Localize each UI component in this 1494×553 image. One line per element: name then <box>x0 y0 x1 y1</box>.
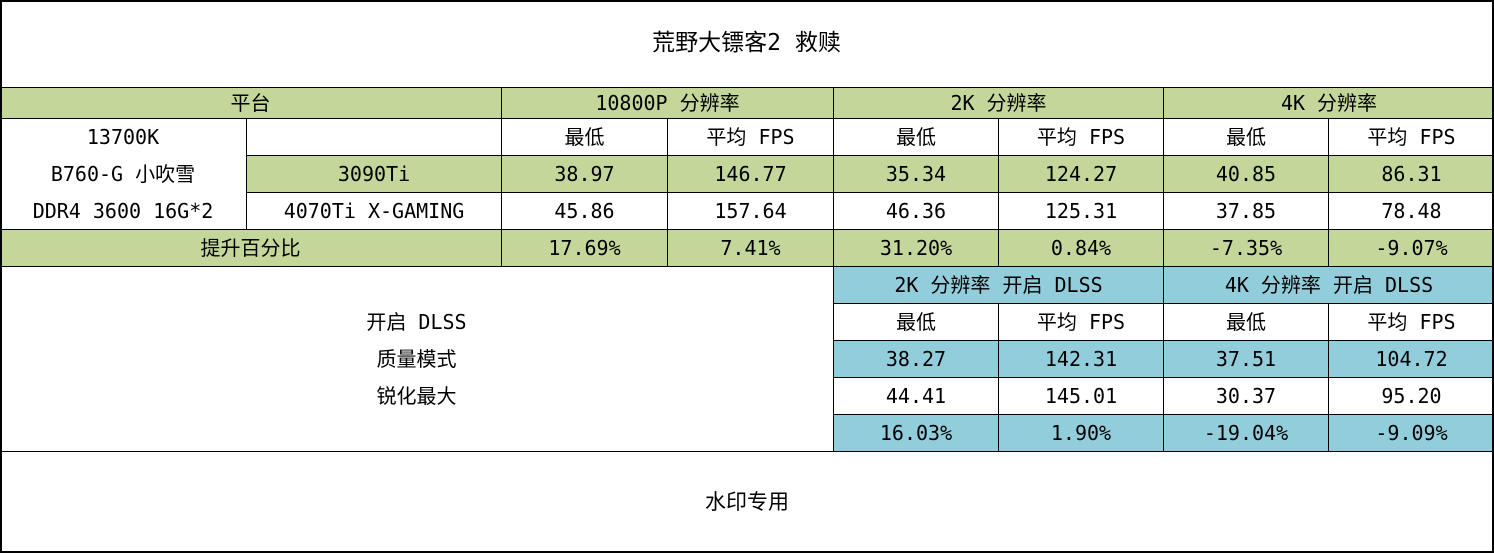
uplift-2k-min: 31.20% <box>834 230 999 267</box>
label-min-4k: 最低 <box>1164 119 1329 156</box>
uplift-1080p-avg: 7.41% <box>668 230 834 267</box>
dlss-gpu1-2k-min: 38.27 <box>834 341 999 378</box>
label-min-1080p: 最低 <box>502 119 668 156</box>
gpu2-1080p-min: 45.86 <box>502 193 668 230</box>
gpu1-2k-min: 35.34 <box>834 156 999 193</box>
dlss-gpu2-4k-min: 30.37 <box>1164 378 1329 415</box>
dlss-label-avg-4k: 平均 FPS <box>1329 304 1494 341</box>
label-avg-4k: 平均 FPS <box>1329 119 1494 156</box>
label-avg-2k: 平均 FPS <box>999 119 1164 156</box>
dlss-gpu2-2k-min: 44.41 <box>834 378 999 415</box>
platform-motherboard: B760-G 小吹雪 <box>50 161 196 186</box>
gpu1-4k-avg: 86.31 <box>1329 156 1494 193</box>
gpu2-2k-avg: 125.31 <box>999 193 1164 230</box>
header-res-4k: 4K 分辨率 <box>1164 88 1494 119</box>
uplift-4k-avg: -9.07% <box>1329 230 1494 267</box>
dlss-setting-sharpen: 锐化最大 <box>376 383 457 408</box>
header-platform: 平台 <box>0 88 502 119</box>
gpu1-1080p-min: 38.97 <box>502 156 668 193</box>
watermark-text: 水印专用 <box>0 452 1494 553</box>
platform-ram: DDR4 3600 16G*2 <box>32 198 214 223</box>
dlss-uplift-2k-min: 16.03% <box>834 415 999 452</box>
gpu2-name: 4070Ti X-GAMING <box>247 193 502 230</box>
dlss-gpu1-4k-min: 37.51 <box>1164 341 1329 378</box>
header-res-1080p: 10800P 分辨率 <box>502 88 834 119</box>
page-title: 荒野大镖客2 救赎 <box>0 0 1494 88</box>
dlss-setting-enabled: 开启 DLSS <box>366 309 467 334</box>
label-avg-1080p: 平均 FPS <box>668 119 834 156</box>
header-res-2k: 2K 分辨率 <box>834 88 1164 119</box>
dlss-settings-cell: 开启 DLSS 质量模式 锐化最大 <box>0 267 834 452</box>
gpu1-2k-avg: 124.27 <box>999 156 1164 193</box>
dlss-label-avg-2k: 平均 FPS <box>999 304 1164 341</box>
dlss-gpu2-2k-avg: 145.01 <box>999 378 1164 415</box>
dlss-gpu1-4k-avg: 104.72 <box>1329 341 1494 378</box>
gpu2-2k-min: 46.36 <box>834 193 999 230</box>
gpu1-name: 3090Ti <box>247 156 502 193</box>
gpu1-4k-min: 40.85 <box>1164 156 1329 193</box>
dlss-header-2k: 2K 分辨率 开启 DLSS <box>834 267 1164 304</box>
dlss-gpu1-2k-avg: 142.31 <box>999 341 1164 378</box>
dlss-label-min-4k: 最低 <box>1164 304 1329 341</box>
gpu2-4k-avg: 78.48 <box>1329 193 1494 230</box>
dlss-header-4k: 4K 分辨率 开启 DLSS <box>1164 267 1494 304</box>
uplift-4k-min: -7.35% <box>1164 230 1329 267</box>
dlss-gpu2-4k-avg: 95.20 <box>1329 378 1494 415</box>
dlss-setting-quality: 质量模式 <box>376 346 457 371</box>
dlss-uplift-4k-avg: -9.09% <box>1329 415 1494 452</box>
platform-info-cell: 13700K B760-G 小吹雪 DDR4 3600 16G*2 <box>0 119 247 230</box>
gpu2-1080p-avg: 157.64 <box>668 193 834 230</box>
gpu1-1080p-avg: 146.77 <box>668 156 834 193</box>
uplift-2k-avg: 0.84% <box>999 230 1164 267</box>
dlss-uplift-2k-avg: 1.90% <box>999 415 1164 452</box>
empty-cell <box>247 119 502 156</box>
gpu2-4k-min: 37.85 <box>1164 193 1329 230</box>
dlss-uplift-4k-min: -19.04% <box>1164 415 1329 452</box>
label-min-2k: 最低 <box>834 119 999 156</box>
uplift-1080p-min: 17.69% <box>502 230 668 267</box>
platform-cpu: 13700K <box>86 124 160 149</box>
uplift-label: 提升百分比 <box>0 230 502 267</box>
dlss-label-min-2k: 最低 <box>834 304 999 341</box>
